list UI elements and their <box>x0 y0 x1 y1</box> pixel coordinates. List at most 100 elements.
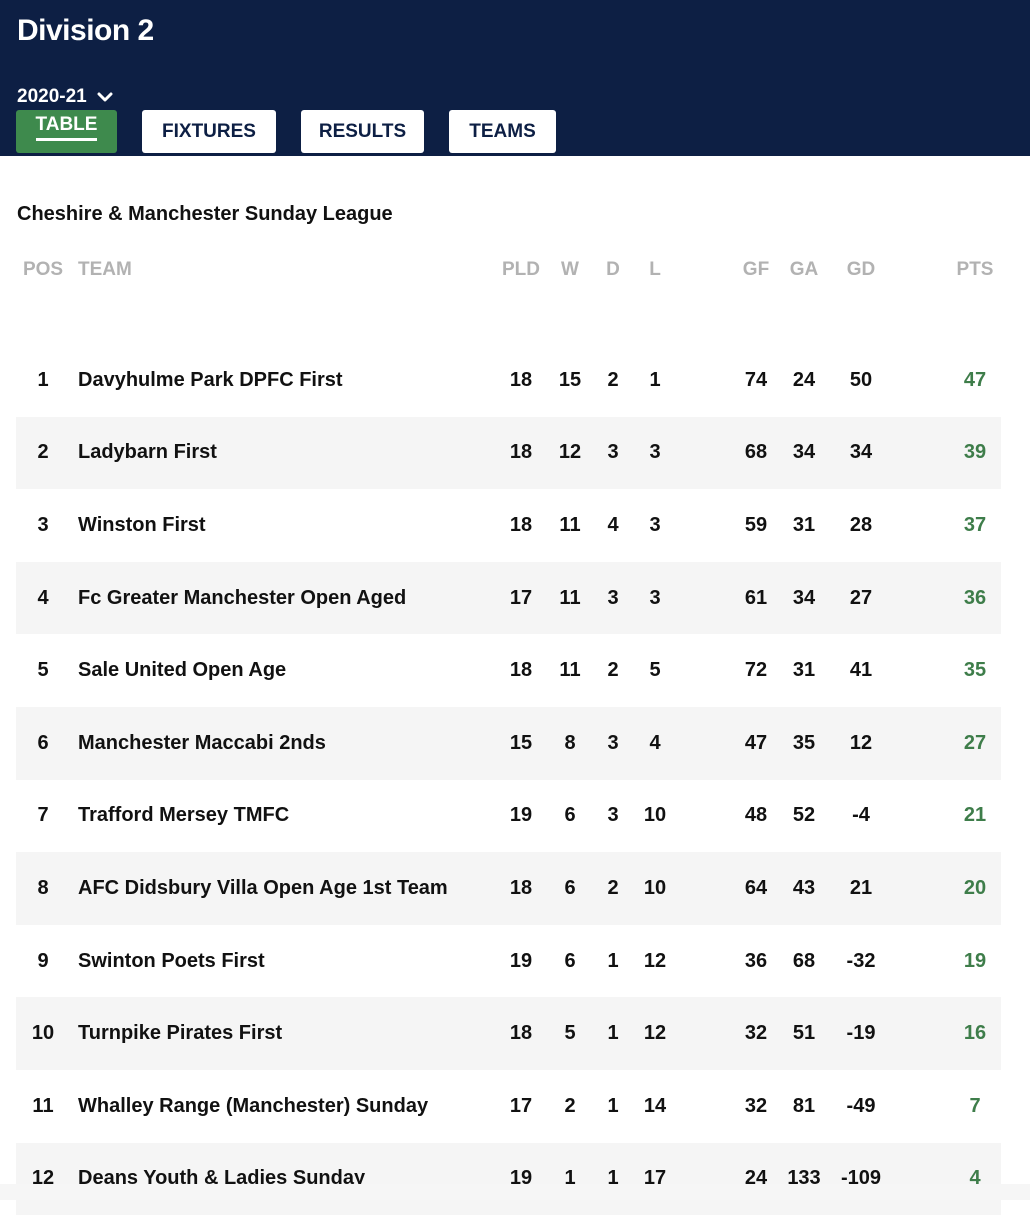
cell-gd: 12 <box>849 731 873 754</box>
cell-l: 1 <box>649 368 661 391</box>
tab-teams[interactable]: TEAMS <box>449 110 556 153</box>
cell-pld: 18 <box>509 368 533 391</box>
col-l-header: L <box>649 259 661 280</box>
cell-gf: 48 <box>744 804 768 827</box>
cell-ga: 31 <box>792 659 816 682</box>
season-selector[interactable]: 2020-21 <box>17 86 113 108</box>
cell-d: 2 <box>607 368 619 391</box>
table-row[interactable]: 12 Deans Youth & Ladies Sunday 19 1 1 17 24 133… <box>16 1142 1001 1215</box>
cell-pld: 19 <box>509 804 533 827</box>
cell-team[interactable]: Davyhulme Park DPFC First <box>78 368 343 391</box>
header-spacer <box>16 290 1001 344</box>
cell-team[interactable]: Deans Youth & Ladies Sunday <box>78 1167 366 1190</box>
cell-ga: 81 <box>792 1094 816 1117</box>
cell-team[interactable]: Swinton Poets First <box>78 949 265 972</box>
cell-team[interactable]: Ladybarn First <box>78 441 217 464</box>
cell-d: 3 <box>607 804 619 827</box>
cell-pld: 18 <box>509 876 533 899</box>
season-label: 2020-21 <box>17 86 87 107</box>
cell-gd: 21 <box>849 876 873 899</box>
cell-gd: 27 <box>849 586 873 609</box>
col-w-header: W <box>561 259 579 280</box>
table-row[interactable]: 2 Ladybarn First 18 12 3 3 68 34 34 39 <box>16 416 1001 490</box>
table-row[interactable]: 5 Sale United Open Age 18 11 2 5 72 31 41 35 <box>16 634 1001 707</box>
table-row[interactable]: 10 Turnpike Pirates First 18 5 1 12 32 51 -19 16 <box>16 997 1001 1070</box>
table-row[interactable]: 3 Winston First 18 11 4 3 59 31 28 37 <box>16 489 1001 562</box>
cell-l: 3 <box>649 441 661 464</box>
cell-pos: 9 <box>37 949 49 972</box>
cell-d: 1 <box>607 1022 619 1045</box>
cell-w: 6 <box>564 876 576 899</box>
page-header: Division 2 2020-21 TABLE FIXTURES RESULT… <box>0 0 1030 156</box>
cell-pos: 12 <box>31 1167 55 1190</box>
cell-l: 3 <box>649 586 661 609</box>
col-gf-header: GF <box>742 259 770 280</box>
cell-d: 3 <box>607 586 619 609</box>
cell-team[interactable]: Sale United Open Age <box>78 659 287 682</box>
cell-pts: 7 <box>969 1094 981 1117</box>
cell-w: 11 <box>559 586 581 609</box>
cell-w: 11 <box>559 659 581 682</box>
table-row[interactable]: 11 Whalley Range (Manchester) Sunday 17 2 1 1… <box>16 1070 1001 1143</box>
cell-d: 4 <box>607 513 619 536</box>
cell-gf: 64 <box>744 876 768 899</box>
cell-gd: -4 <box>852 804 870 827</box>
cell-pts: 19 <box>963 949 987 972</box>
cell-pld: 15 <box>509 731 533 754</box>
cell-team[interactable]: Fc Greater Manchester Open Aged <box>78 586 407 609</box>
cell-d: 3 <box>607 731 619 754</box>
cell-w: 2 <box>564 1094 576 1117</box>
table-header: POS TEAM PLD W D L GF GA GD PTS <box>16 250 1001 290</box>
cell-l: 17 <box>643 1167 667 1190</box>
cell-gf: 59 <box>744 513 768 536</box>
league-name: Cheshire & Manchester Sunday League <box>17 203 393 225</box>
cell-gd: -32 <box>846 949 876 972</box>
table-row[interactable]: 6 Manchester Maccabi 2nds 15 8 3 4 47 35 12 27 <box>16 706 1001 780</box>
cell-pld: 18 <box>509 659 533 682</box>
table-row[interactable]: 7 Trafford Mersey TMFC 19 6 3 10 48 52 -4 21 <box>16 780 1001 853</box>
cell-l: 3 <box>649 513 661 536</box>
cell-d: 2 <box>607 876 619 899</box>
cell-w: 5 <box>564 1022 576 1045</box>
cell-ga: 43 <box>792 876 816 899</box>
table-row[interactable]: 9 Swinton Poets First 19 6 1 12 36 68 -32 19 <box>16 925 1001 998</box>
cell-team[interactable]: Winston First <box>78 513 206 536</box>
cell-pts: 21 <box>963 804 987 827</box>
tab-results[interactable]: RESULTS <box>301 110 424 153</box>
cell-gd: 28 <box>849 513 873 536</box>
cell-team[interactable]: Turnpike Pirates First <box>78 1022 283 1045</box>
cell-ga: 31 <box>792 513 816 536</box>
tab-fixtures-label: FIXTURES <box>162 120 256 142</box>
col-pts-header: PTS <box>956 259 994 280</box>
cell-ga: 68 <box>792 949 816 972</box>
cell-gf: 24 <box>744 1167 768 1190</box>
cell-ga: 52 <box>792 804 816 827</box>
footer-strip <box>0 1184 1030 1200</box>
cell-pld: 17 <box>509 586 533 609</box>
cell-w: 6 <box>564 949 576 972</box>
cell-gd: 41 <box>849 659 873 682</box>
cell-w: 11 <box>559 513 581 536</box>
cell-gf: 68 <box>744 441 768 464</box>
cell-pts: 36 <box>963 586 987 609</box>
cell-l: 10 <box>643 876 667 899</box>
cell-team[interactable]: Whalley Range (Manchester) Sunday <box>78 1094 429 1117</box>
tab-table[interactable]: TABLE <box>16 110 117 153</box>
table-row[interactable]: 4 Fc Greater Manchester Open Aged 17 11 3 3 61… <box>16 561 1001 635</box>
cell-team[interactable]: AFC Didsbury Villa Open Age 1st Team <box>78 876 448 899</box>
cell-pos: 2 <box>37 441 49 464</box>
cell-w: 1 <box>564 1167 576 1190</box>
table-row[interactable]: 8 AFC Didsbury Villa Open Age 1st Team 18 6… <box>16 852 1001 925</box>
chevron-down-icon <box>97 92 113 102</box>
cell-pld: 18 <box>509 513 533 536</box>
cell-team[interactable]: Manchester Maccabi 2nds <box>78 731 326 754</box>
tab-teams-label: TEAMS <box>469 120 536 142</box>
col-gd-header: GD <box>846 259 876 280</box>
cell-gf: 47 <box>744 731 768 754</box>
table-row[interactable]: 1 Davyhulme Park DPFC First 18 15 2 1 74 24 50 47 <box>16 344 1001 417</box>
cell-pts: 20 <box>963 876 987 899</box>
cell-team[interactable]: Trafford Mersey TMFC <box>78 804 290 827</box>
cell-gd: 34 <box>849 441 873 464</box>
cell-gd: 50 <box>849 368 873 391</box>
tab-fixtures[interactable]: FIXTURES <box>142 110 276 153</box>
